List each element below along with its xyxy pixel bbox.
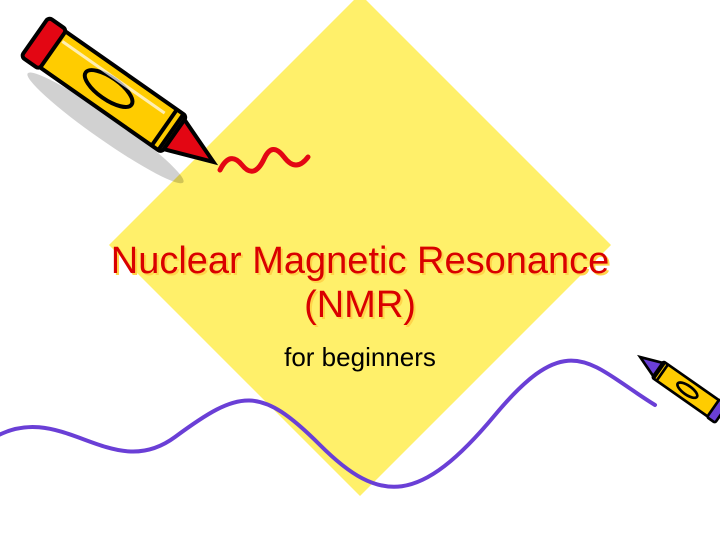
slide-title: Nuclear Magnetic Resonance (NMR) bbox=[110, 240, 610, 327]
slide-subtitle: for beginners bbox=[284, 342, 436, 373]
slide: Nuclear Magnetic Resonance (NMR) for beg… bbox=[0, 0, 720, 540]
